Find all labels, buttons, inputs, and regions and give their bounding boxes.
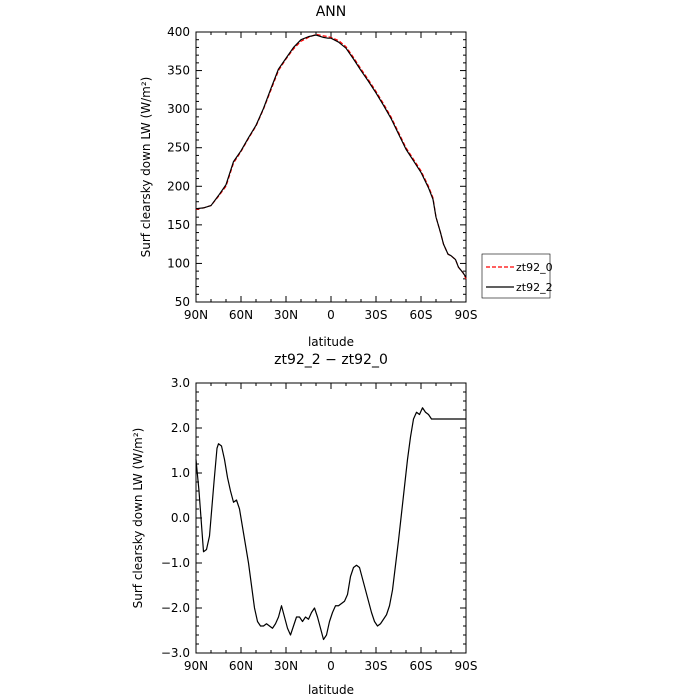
x-tick-label: 60N bbox=[229, 659, 253, 673]
panel-bottom: zt92_2 − zt92_0 −3.0 −2.0 −1.0 0.0 1.0 2.0 3.0… bbox=[131, 352, 477, 697]
bottom-chart-title: zt92_2 − zt92_0 bbox=[274, 352, 388, 368]
y-tick-label: 0.0 bbox=[171, 511, 190, 525]
legend-label-zt92-0: zt92_0 bbox=[516, 261, 553, 274]
x-tick-label: 0 bbox=[327, 308, 335, 322]
bottom-x-ticks: 90N 60N 30N 0 30S 60S 90S bbox=[184, 383, 478, 673]
bottom-x-axis-title: latitude bbox=[308, 683, 354, 697]
top-plot-frame bbox=[195, 31, 467, 303]
x-tick-label: 90S bbox=[455, 308, 478, 322]
y-tick-label: 300 bbox=[167, 102, 190, 116]
y-tick-label: 350 bbox=[167, 64, 190, 78]
x-tick-label: 30N bbox=[274, 659, 298, 673]
legend-box bbox=[481, 253, 551, 299]
x-tick-label: 60S bbox=[410, 308, 433, 322]
series-line-zt92_2 bbox=[195, 34, 467, 278]
legend: zt92_0 zt92_2 bbox=[481, 253, 553, 299]
y-tick-label: 250 bbox=[167, 141, 190, 155]
top-y-ticks: 50 100 150 200 250 300 350 400 bbox=[167, 25, 466, 309]
y-tick-label: −3.0 bbox=[161, 646, 190, 660]
y-tick-label: 200 bbox=[167, 179, 190, 193]
legend-label-zt92-2: zt92_2 bbox=[516, 281, 553, 294]
y-tick-label: 50 bbox=[175, 295, 190, 309]
top-y-axis-title: Surf clearsky down LW (W/m²) bbox=[139, 77, 153, 258]
top-chart-title: ANN bbox=[316, 4, 347, 20]
x-tick-label: 30S bbox=[365, 659, 388, 673]
y-tick-label: −2.0 bbox=[161, 601, 190, 615]
y-tick-label: 150 bbox=[167, 218, 190, 232]
panel-top: ANN 50 100 150 200 250 300 350 400 90N 60N 30N 0 30… bbox=[139, 4, 477, 349]
y-tick-label: 1.0 bbox=[171, 466, 190, 480]
x-tick-label: 60N bbox=[229, 308, 253, 322]
y-tick-label: −1.0 bbox=[161, 556, 190, 570]
x-tick-label: 60S bbox=[410, 659, 433, 673]
bottom-series-lines bbox=[195, 407, 466, 641]
top-x-axis-title: latitude bbox=[308, 335, 354, 349]
top-x-ticks: 90N 60N 30N 0 30S 60S 90S bbox=[184, 32, 478, 322]
x-tick-label: 90S bbox=[455, 659, 478, 673]
y-tick-label: 400 bbox=[167, 25, 190, 39]
y-tick-label: 100 bbox=[167, 256, 190, 270]
bottom-plot-frame bbox=[195, 382, 467, 654]
bottom-y-axis-title: Surf clearsky down LW (W/m²) bbox=[131, 428, 145, 609]
x-tick-label: 90N bbox=[184, 308, 208, 322]
y-tick-label: 2.0 bbox=[171, 421, 190, 435]
bottom-y-ticks: −3.0 −2.0 −1.0 0.0 1.0 2.0 3.0 bbox=[161, 376, 466, 660]
top-series-lines bbox=[195, 33, 467, 280]
y-tick-label: 3.0 bbox=[171, 376, 190, 390]
series-line-difference bbox=[195, 407, 466, 641]
x-tick-label: 30S bbox=[365, 308, 388, 322]
x-tick-label: 0 bbox=[327, 659, 335, 673]
x-tick-label: 90N bbox=[184, 659, 208, 673]
x-tick-label: 30N bbox=[274, 308, 298, 322]
